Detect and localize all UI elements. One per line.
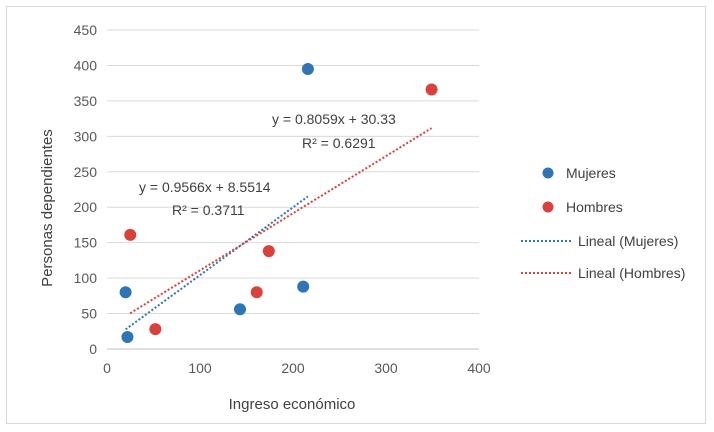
trendline-mujeres: [125, 195, 309, 331]
y-tick-label-350: 350: [74, 93, 98, 109]
x-axis-ticks: 0 100 200 300 400: [103, 360, 491, 376]
legend: Mujeres Hombres Lineal (Mujeres) Lineal …: [521, 165, 685, 281]
x-tick-label-400: 400: [467, 360, 491, 376]
legend-marker-mujeres: [542, 167, 554, 179]
data-point-hombres-1: [149, 323, 162, 336]
y-tick-label-200: 200: [74, 199, 98, 215]
data-point-hombres-4: [425, 83, 438, 96]
x-axis-title: Ingreso económico: [229, 396, 356, 413]
trendline-equation-mujeres: y = 0.9566x + 8.5514: [139, 179, 271, 195]
chart-frame: [6, 6, 706, 424]
data-point-mujeres-2: [233, 303, 246, 316]
data-point-hombres-3: [262, 245, 275, 258]
y-axis-title: Personas dependientes: [39, 129, 56, 287]
y-tick-label-450: 450: [74, 22, 98, 38]
x-tick-label-100: 100: [188, 360, 212, 376]
legend-label-hombres: Hombres: [566, 199, 623, 215]
legend-label-lineal-mujeres: Lineal (Mujeres): [578, 233, 678, 249]
y-tick-label-250: 250: [74, 164, 98, 180]
y-tick-label-50: 50: [81, 306, 97, 322]
trendline-r2-hombres: R² = 0.6291: [302, 135, 376, 151]
x-tick-label-300: 300: [374, 360, 398, 376]
trendline-r2-mujeres: R² = 0.3711: [172, 202, 245, 218]
legend-label-lineal-hombres: Lineal (Hombres): [578, 265, 685, 281]
legend-label-mujeres: Mujeres: [566, 165, 616, 181]
data-point-hombres-0: [124, 228, 137, 241]
y-tick-label-300: 300: [74, 128, 98, 144]
y-axis-ticks: 0 50 100 150 200 250 300 350 400 450: [74, 22, 98, 357]
y-tick-label-100: 100: [74, 270, 98, 286]
data-point-mujeres-3: [297, 280, 310, 293]
y-tick-label-150: 150: [74, 235, 98, 251]
trendlines: [125, 127, 433, 331]
gridlines: [107, 29, 479, 350]
data-points: [119, 62, 438, 343]
y-tick-label-400: 400: [74, 57, 98, 73]
data-point-hombres-2: [250, 286, 263, 299]
data-point-mujeres-4: [301, 62, 314, 75]
data-point-mujeres-1: [121, 330, 134, 343]
x-tick-label-200: 200: [281, 360, 305, 376]
trendline-hombres: [129, 127, 433, 315]
data-point-mujeres-0: [119, 286, 132, 299]
y-tick-label-0: 0: [89, 341, 97, 357]
trendline-equation-hombres: y = 0.8059x + 30.33: [272, 111, 396, 127]
x-tick-label-0: 0: [103, 360, 111, 376]
legend-marker-hombres: [542, 201, 554, 213]
